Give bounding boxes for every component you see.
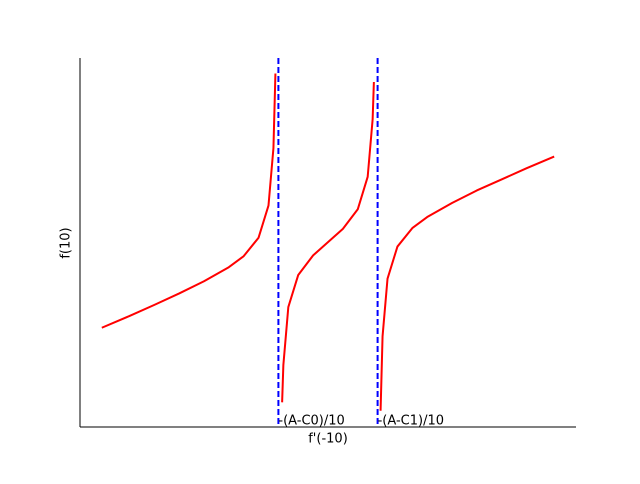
x-tick-label: -(A-C0)/10	[278, 414, 344, 429]
x-axis-label: f'(-10)	[308, 432, 348, 447]
x-tick-label: -(A-C1)/10	[378, 414, 444, 429]
y-axis-label: f(10)	[59, 227, 74, 258]
curve	[101, 73, 555, 411]
